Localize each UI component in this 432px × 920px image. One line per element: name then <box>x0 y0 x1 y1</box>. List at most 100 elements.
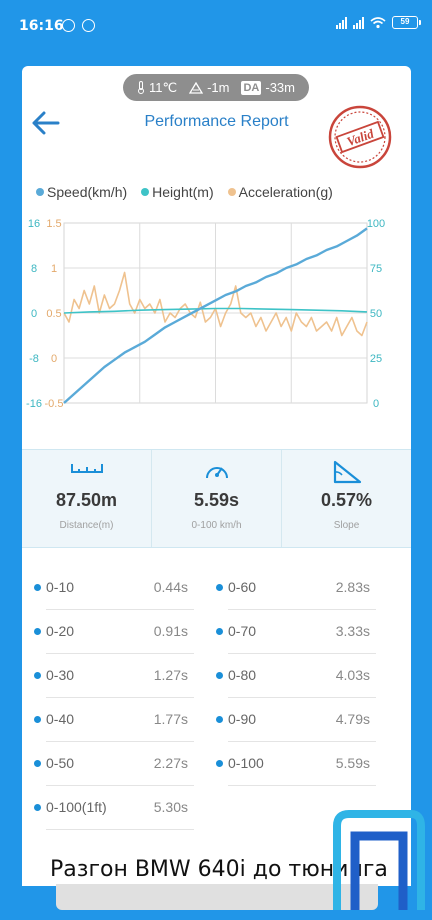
metric-zero-to-hundred: 5.59s 0-100 km/h <box>152 450 282 547</box>
series-line-speed <box>63 227 368 404</box>
split-time: 4.03s <box>335 667 370 683</box>
temperature-value: 11℃ <box>148 79 178 95</box>
split-time: 1.27s <box>153 667 188 683</box>
signal-icon-2 <box>353 16 364 29</box>
split-time: 0.91s <box>153 623 188 639</box>
legend-height: Height(m) <box>141 184 214 200</box>
split-time: 3.33s <box>335 623 370 639</box>
slope-icon <box>333 460 361 484</box>
slope-value: 0.57% <box>320 490 373 510</box>
split-dot <box>216 716 223 723</box>
legend-height-dot <box>141 188 150 196</box>
split-dot <box>34 716 41 723</box>
valid-stamp-icon: Valid <box>328 105 392 169</box>
density-altitude-badge: DA <box>241 80 262 95</box>
temperature-item: 11℃ <box>137 80 177 96</box>
metric-slope: 0.57% Slope <box>282 450 411 547</box>
split-time: 4.79s <box>335 711 370 727</box>
split-dot <box>216 760 223 767</box>
status-time: 16:16 <box>19 18 64 34</box>
distance-label: Distance(m) <box>59 520 114 531</box>
split-item: 0-30 1.27s <box>22 654 194 698</box>
split-label: 0-40 <box>46 711 75 727</box>
split-dot <box>216 628 223 635</box>
channel-logo-icon <box>333 810 425 910</box>
split-label: 0-60 <box>228 579 257 595</box>
acceleration-axis-tick-label: 0.5 <box>46 308 61 320</box>
split-item: 0-100 5.59s <box>204 742 376 786</box>
bottom-bar <box>56 884 378 910</box>
series-line-height <box>63 307 368 314</box>
performance-chart: 16 1.5 100 8 1 75 0 0.5 50 -8 0 25 -16 -0.5 0 <box>26 218 385 410</box>
video-caption: Разгон BMW 640i до тюнинга <box>50 857 388 882</box>
split-dot <box>34 804 41 811</box>
back-arrow-icon[interactable] <box>28 108 62 138</box>
split-label: 0-20 <box>46 623 75 639</box>
split-item: 0-40 1.77s <box>22 698 194 742</box>
split-dot <box>34 628 41 635</box>
split-time: 5.30s <box>153 799 188 815</box>
speed-axis-tick-label: 50 <box>370 308 382 320</box>
metrics-panel: 87.50m Distance(m) 5.59s 0-100 km/h 0.57… <box>22 449 411 548</box>
battery-icon: 59 <box>392 16 421 29</box>
report-card: 11℃ -1m DA -33m Performance Report Valid… <box>22 66 411 886</box>
split-item: 0-20 0.91s <box>22 610 194 654</box>
speed-axis-tick-label: 75 <box>370 263 382 275</box>
acceleration-axis-tick-label: 1 <box>51 263 57 275</box>
height-axis-tick-label: 8 <box>31 263 37 275</box>
height-axis-tick-label: -8 <box>29 353 39 365</box>
speed-axis-tick-label: 0 <box>373 398 379 410</box>
split-dot <box>216 584 223 591</box>
split-dot <box>34 672 41 679</box>
height-axis-tick-label: -16 <box>26 398 42 410</box>
legend-acceleration-dot <box>227 188 236 196</box>
split-label: 0-30 <box>46 667 75 683</box>
split-time: 2.27s <box>153 755 188 771</box>
legend-speed: Speed(km/h) <box>36 184 127 200</box>
split-item: 0-60 2.83s <box>204 566 376 610</box>
speedometer-icon <box>205 467 228 479</box>
split-item: 0-10 0.44s <box>22 566 194 610</box>
altitude-item: -1m <box>189 80 229 95</box>
split-item: 0-90 4.79s <box>204 698 376 742</box>
zero-to-hundred-label: 0-100 km/h <box>191 520 242 531</box>
slope-label: Slope <box>333 520 360 531</box>
split-item: 0-100(1ft) 5.30s <box>22 786 194 830</box>
mountain-icon <box>189 81 204 94</box>
split-dot <box>34 584 41 591</box>
legend-acceleration-label: Acceleration(g) <box>238 184 333 200</box>
height-axis-tick-label: 0 <box>31 308 37 320</box>
status-bar: 16:16 59 <box>0 0 432 52</box>
acceleration-axis-tick-label: 1.5 <box>46 218 61 230</box>
split-label: 0-70 <box>228 623 257 639</box>
status-indicators: 59 <box>336 16 421 29</box>
zero-to-hundred-value: 5.59s <box>193 490 240 510</box>
split-item: 0-70 3.33s <box>204 610 376 654</box>
split-time: 0.44s <box>153 579 188 595</box>
speed-axis-tick-label: 100 <box>367 218 385 230</box>
split-time: 1.77s <box>153 711 188 727</box>
notification-icon <box>62 19 75 32</box>
split-label: 0-50 <box>46 755 75 771</box>
split-label: 0-100 <box>228 755 264 771</box>
wifi-icon <box>370 16 386 28</box>
split-time: 5.59s <box>335 755 370 771</box>
legend-acceleration: Acceleration(g) <box>227 184 333 200</box>
legend-height-label: Height(m) <box>152 184 214 200</box>
whatsapp-icon <box>82 19 95 32</box>
altitude-value: -1m <box>207 80 230 95</box>
density-altitude-item: DA -33m <box>241 80 295 95</box>
metric-distance: 87.50m Distance(m) <box>22 450 152 547</box>
thermometer-icon <box>137 81 144 94</box>
acceleration-axis-tick-label: -0.5 <box>45 398 64 410</box>
split-label: 0-100(1ft) <box>46 799 107 815</box>
split-dot <box>216 672 223 679</box>
split-time: 2.83s <box>335 579 370 595</box>
split-item: 0-80 4.03s <box>204 654 376 698</box>
height-axis-tick-label: 16 <box>28 218 40 230</box>
split-label: 0-10 <box>46 579 75 595</box>
density-altitude-value: -33m <box>265 80 295 95</box>
distance-value: 87.50m <box>55 490 118 510</box>
chart-legend: Speed(km/h) Height(m) Acceleration(g) <box>36 184 333 200</box>
ruler-icon <box>70 464 103 473</box>
